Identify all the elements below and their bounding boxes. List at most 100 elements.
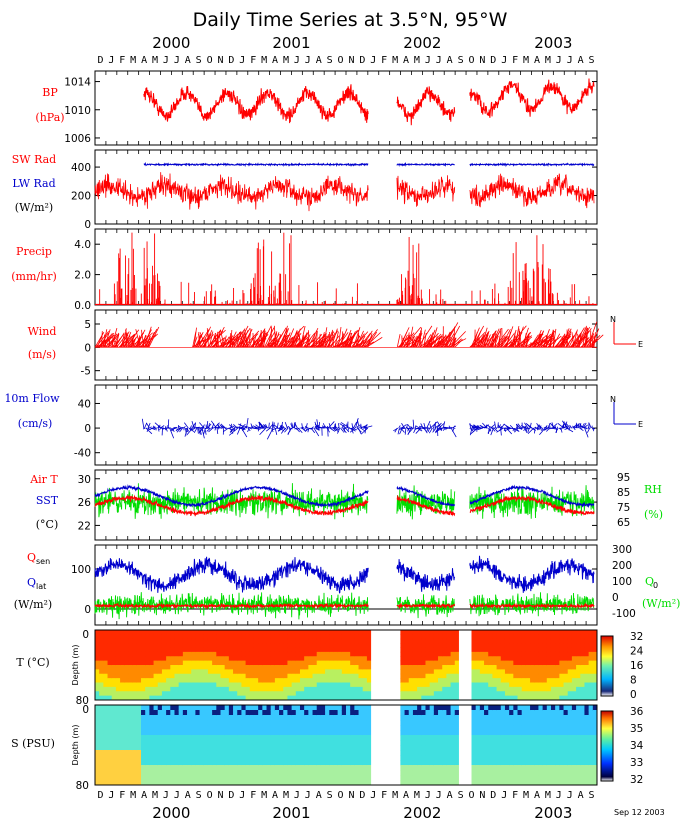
heat-cell [115,735,121,741]
heat-cell [216,780,221,786]
heat-cell [195,745,201,751]
heat-cell [316,630,322,635]
heat-cell [542,678,548,683]
heat-cell [341,656,347,662]
heat-cell [224,745,230,751]
heat-cell [270,669,276,675]
heat-cell [132,643,138,648]
heat-cell [182,695,188,701]
heat-cell [517,678,523,683]
heat-cell [191,678,196,683]
heat-cell [115,665,121,670]
flow-vector [526,423,533,429]
heat-cell [274,682,280,688]
heat-cell [245,725,251,731]
heat-cell [567,660,573,666]
flow-vector [349,427,356,433]
heat-cell [262,705,268,711]
heat-cell [475,630,481,635]
heat-cell [178,765,184,771]
heat-cell [120,770,125,776]
month-label: M [152,790,158,801]
month-label: J [436,790,442,801]
heat-cell [95,730,100,736]
heat-cell [249,638,255,644]
heat-cell [400,660,406,666]
heat-cell [241,740,247,746]
heat-cell [358,678,364,683]
flow-vector [398,425,401,429]
heat-cell [212,656,217,662]
heat-cell [580,634,585,640]
wind-vector [331,329,334,348]
heat-cell [233,695,238,701]
bp-label: BP [42,86,58,99]
y-tick-label: 4.0 [74,239,91,251]
heat-cell [421,682,426,688]
heat-cell [312,638,318,644]
month-label: A [534,55,540,66]
month-label: O [338,55,344,66]
heat-cell [504,638,510,644]
heat-cell [182,669,188,675]
heat-cell [166,750,171,756]
wind-vector [445,334,448,348]
heat-cell [320,656,326,662]
heat-cell [337,682,343,688]
wind-vector [219,337,226,348]
heat-cell [128,715,134,721]
heat-cell [128,686,134,692]
flow-vector [228,424,234,429]
heat-cell [115,750,121,756]
heat-cell [115,770,121,776]
heat-cell [576,638,581,644]
heat-cell [241,651,247,657]
heat-cell [295,669,301,675]
heat-cell [534,695,539,701]
heat-cell [559,656,565,662]
heat-cell [492,647,498,653]
heat-cell [233,691,238,697]
heat-cell [199,656,205,662]
heat-cell [107,780,113,786]
heat-cell [266,735,272,741]
heat-cell [103,682,109,688]
flow-vector [280,426,284,429]
wind-vector [477,337,480,348]
flow-vector [296,427,300,430]
heat-cell [400,647,406,653]
heat-cell [220,705,226,711]
heat-cell [166,765,171,771]
heat-cell [504,678,510,683]
heat-cell [279,710,284,716]
heat-cell [249,630,255,635]
heat-cell [203,643,209,648]
heat-cell [291,686,297,692]
wind-vector [135,329,141,348]
heat-cell [571,665,577,670]
heat-cell [182,735,188,741]
heat-cell [103,750,109,756]
heat-cell [191,780,196,786]
wind-vector [424,335,435,348]
heat-cell [404,691,410,697]
heat-cell [362,669,368,675]
heat-cell [366,686,372,692]
heat-cell [299,691,305,697]
flow-vector [183,422,189,429]
heat-cell [525,691,531,697]
heat-cell [174,750,180,756]
heat-cell [354,673,360,679]
heat-cell [170,651,175,657]
flow-vector [314,425,318,429]
heat-cell [111,780,117,786]
heat-cell [350,630,355,635]
heat-cell [475,651,481,657]
flow-vector [517,423,522,429]
heat-cell [132,745,138,751]
heat-cell [270,705,276,711]
heat-cell [580,647,585,653]
heat-cell [266,678,272,683]
